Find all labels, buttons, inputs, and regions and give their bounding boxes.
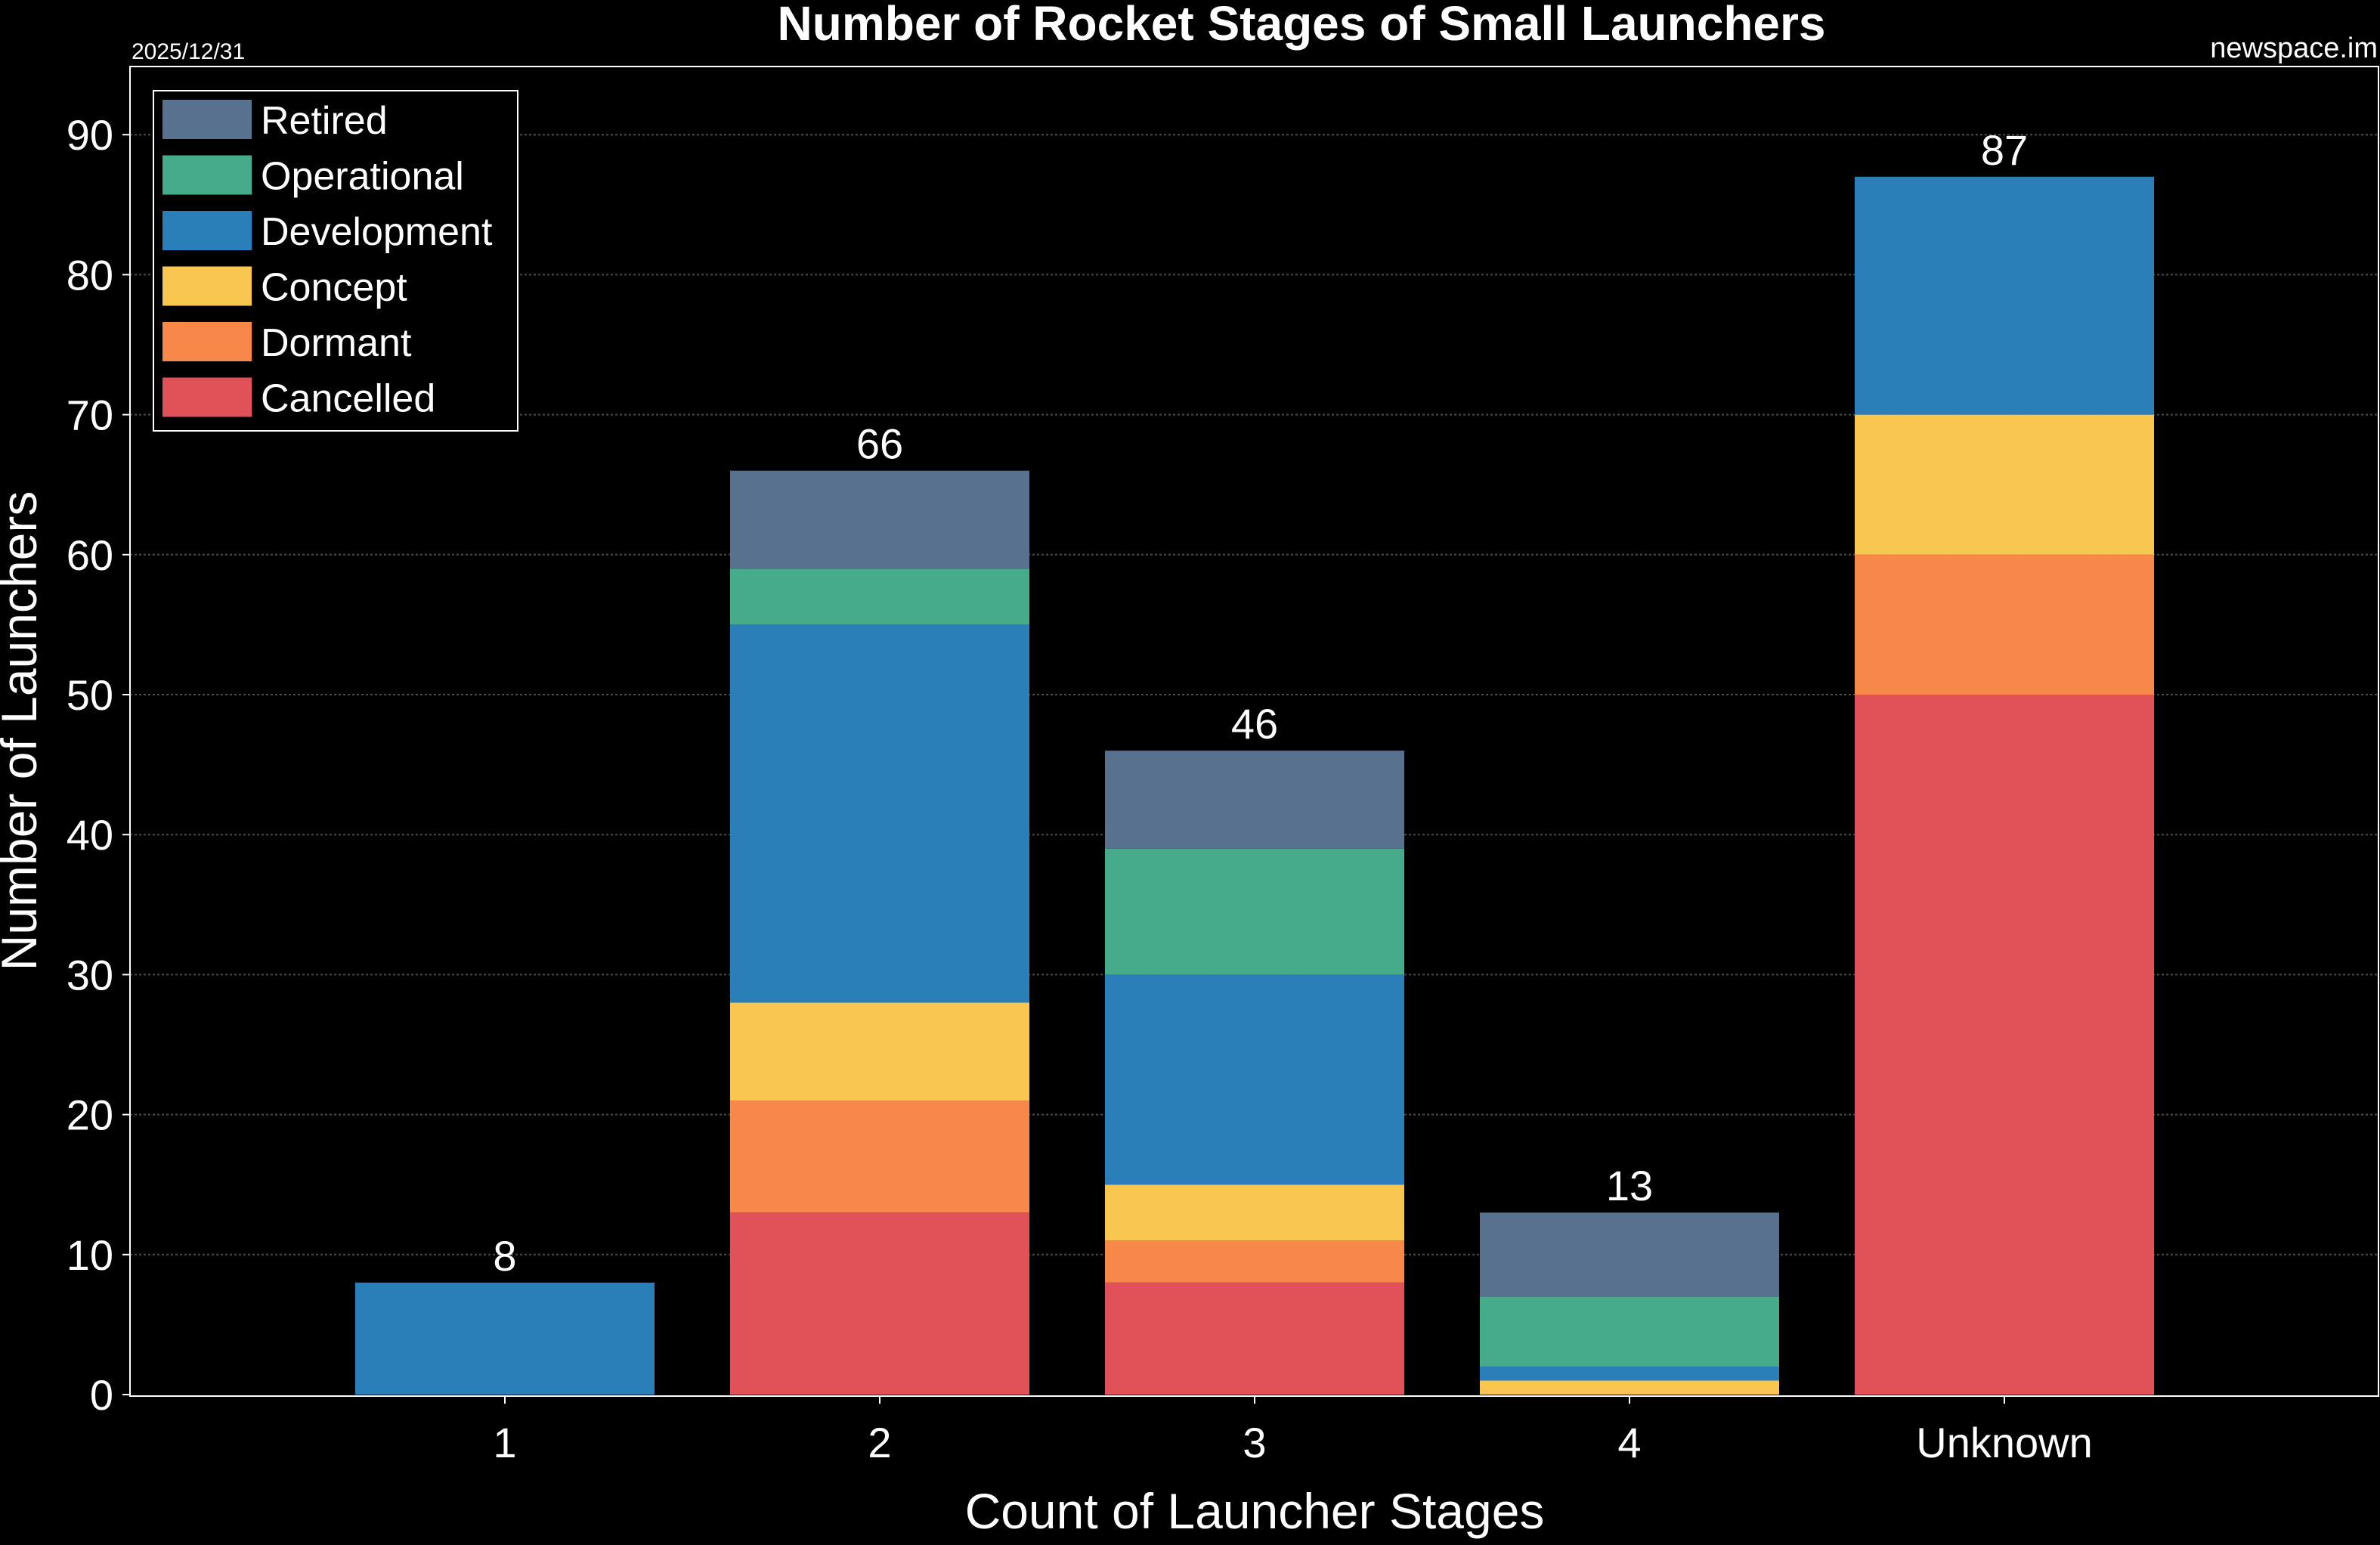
bar-total-labels: 8 66 46 13 87 <box>493 126 2028 1280</box>
bar-segment-development-4 <box>1480 1366 1779 1381</box>
bar-segment-cancelled-3 <box>1105 1282 1404 1395</box>
bar-segment-development-3 <box>1105 974 1404 1185</box>
legend-swatch-concept <box>162 266 252 306</box>
bar-segment-retired-4 <box>1480 1212 1779 1297</box>
y-tick-label: 70 <box>67 392 113 439</box>
bar-total-label: 46 <box>1231 700 1278 748</box>
y-tick-label: 60 <box>67 531 113 579</box>
legend-label-dormant: Dormant <box>261 321 412 365</box>
bar-total-label: 87 <box>1981 126 2028 174</box>
chart-title: Number of Rocket Stages of Small Launche… <box>778 0 1826 51</box>
bar-segment-operational-4 <box>1480 1296 1779 1367</box>
y-axis-label: Number of Launchers <box>0 491 47 971</box>
x-axis-label: Count of Launcher Stages <box>965 1483 1545 1539</box>
legend-label-cancelled: Cancelled <box>261 377 435 421</box>
y-tick-label: 20 <box>67 1091 113 1139</box>
bar-segment-dormant-unknown <box>1855 554 2154 695</box>
y-tick-label: 50 <box>67 671 113 719</box>
y-tick-label: 90 <box>67 111 113 159</box>
bar-total-label: 13 <box>1606 1162 1653 1209</box>
bar-segment-cancelled-2 <box>730 1212 1029 1395</box>
x-axis-ticks: 1 2 3 4 Unknown <box>493 1396 2093 1466</box>
legend-label-concept: Concept <box>261 266 407 310</box>
y-tick-label: 80 <box>67 251 113 299</box>
bar-segment-retired-3 <box>1105 751 1404 849</box>
bar-segment-operational-3 <box>1105 848 1404 975</box>
y-tick-label: 0 <box>90 1371 113 1419</box>
legend-swatch-development <box>162 211 252 250</box>
x-tick-label: 1 <box>493 1419 516 1466</box>
legend-swatch-dormant <box>162 322 252 361</box>
bar-segment-retired-2 <box>730 470 1029 569</box>
bar-total-label: 66 <box>856 420 903 468</box>
legend-swatch-operational <box>162 155 252 195</box>
bars <box>355 176 2154 1395</box>
y-axis-ticks: 0 10 20 30 40 50 60 70 80 90 <box>67 111 130 1419</box>
y-tick-label: 10 <box>67 1231 113 1279</box>
x-tick-label: 4 <box>1617 1419 1641 1466</box>
legend-label-development: Development <box>261 210 493 254</box>
bar-segment-concept-4 <box>1480 1380 1779 1395</box>
bar-segment-concept-3 <box>1105 1184 1404 1241</box>
legend-frame <box>153 90 518 432</box>
bar-segment-cancelled-unknown <box>1855 695 2154 1395</box>
x-tick-label: 3 <box>1243 1419 1266 1466</box>
x-tick-label: 2 <box>868 1419 891 1466</box>
bar-segment-dormant-2 <box>730 1101 1029 1213</box>
legend-label-retired: Retired <box>261 99 388 143</box>
date-label: 2025/12/31 <box>132 39 245 64</box>
legend-label-operational: Operational <box>261 155 464 199</box>
bar-segment-development-1 <box>355 1282 655 1395</box>
bar-segment-concept-2 <box>730 1002 1029 1101</box>
bar-segment-concept-unknown <box>1855 414 2154 555</box>
bar-segment-development-unknown <box>1855 176 2154 415</box>
bar-segment-dormant-3 <box>1105 1240 1404 1283</box>
legend-swatch-retired <box>162 100 252 139</box>
y-tick-label: 40 <box>67 811 113 859</box>
x-tick-label: Unknown <box>1916 1419 2092 1466</box>
bar-segment-operational-2 <box>730 568 1029 625</box>
bar-total-label: 8 <box>493 1232 516 1280</box>
legend: Retired Operational Development Concept Dorm… <box>153 90 518 432</box>
legend-swatch-cancelled <box>162 377 252 417</box>
y-tick-label: 30 <box>67 951 113 999</box>
bar-segment-development-2 <box>730 624 1029 1003</box>
source-label: newspace.im <box>2210 33 2378 64</box>
